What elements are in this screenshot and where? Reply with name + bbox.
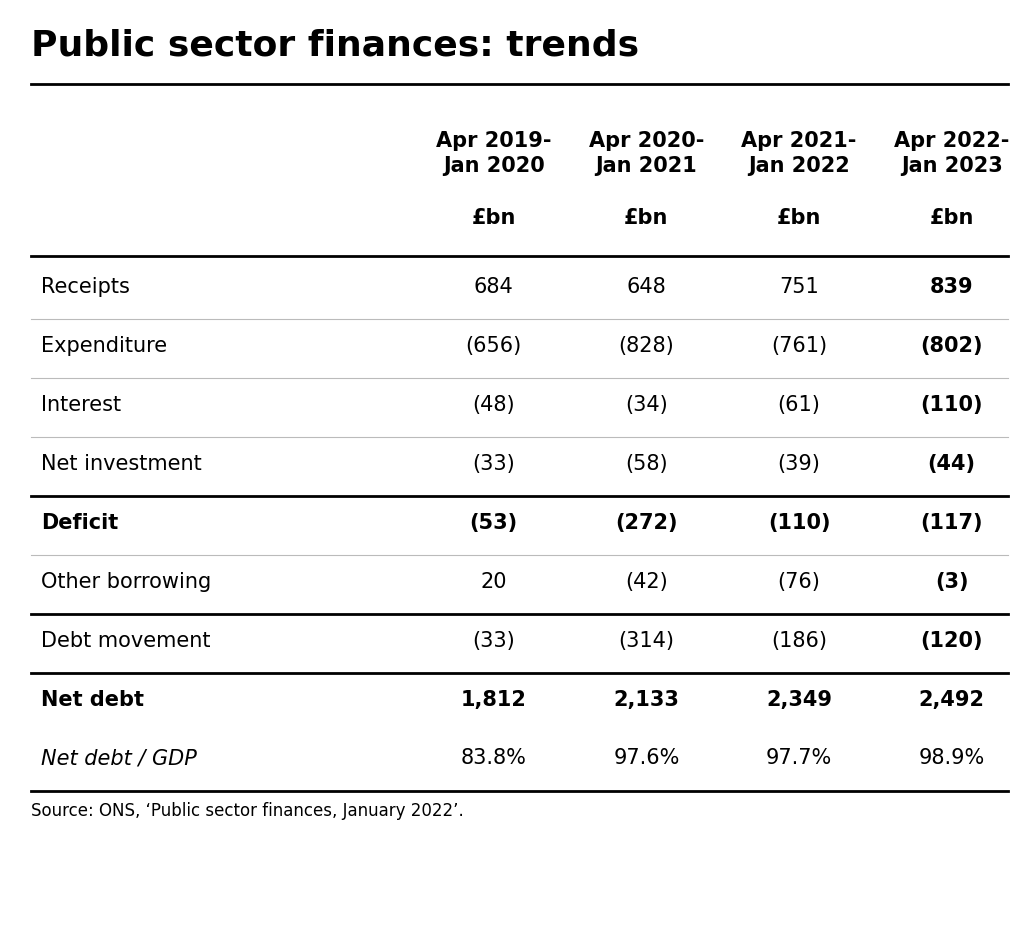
Text: 98.9%: 98.9% — [919, 749, 985, 768]
Text: (110): (110) — [768, 513, 830, 533]
Text: £bn: £bn — [471, 208, 516, 227]
Text: (33): (33) — [472, 631, 515, 651]
Text: (117): (117) — [921, 513, 983, 533]
Text: Apr 2021-
Jan 2022: Apr 2021- Jan 2022 — [741, 131, 857, 176]
Text: (120): (120) — [921, 631, 983, 651]
Text: (76): (76) — [777, 572, 820, 592]
Text: Deficit: Deficit — [41, 513, 118, 533]
Text: (110): (110) — [921, 395, 983, 415]
Text: 97.7%: 97.7% — [766, 749, 833, 768]
Text: Receipts: Receipts — [41, 277, 130, 297]
Text: Net debt: Net debt — [41, 690, 143, 709]
Text: (42): (42) — [625, 572, 668, 592]
Text: (44): (44) — [928, 454, 976, 474]
Text: Interest: Interest — [41, 395, 121, 415]
Text: 97.6%: 97.6% — [613, 749, 680, 768]
Text: Apr 2020-
Jan 2021: Apr 2020- Jan 2021 — [589, 131, 705, 176]
Text: (802): (802) — [921, 336, 983, 356]
Text: Public sector finances: trends: Public sector finances: trends — [31, 28, 639, 62]
Text: 1,812: 1,812 — [461, 690, 526, 709]
Text: 684: 684 — [474, 277, 514, 297]
Text: Net debt / GDP: Net debt / GDP — [41, 749, 197, 768]
Text: 83.8%: 83.8% — [461, 749, 526, 768]
Text: Debt movement: Debt movement — [41, 631, 210, 651]
Text: Expenditure: Expenditure — [41, 336, 167, 356]
Text: (48): (48) — [472, 395, 515, 415]
Text: Source: ONS, ‘Public sector finances, January 2022’.: Source: ONS, ‘Public sector finances, Ja… — [31, 802, 463, 820]
Text: (53): (53) — [470, 513, 518, 533]
Text: 648: 648 — [627, 277, 667, 297]
Text: Apr 2022-
Jan 2023: Apr 2022- Jan 2023 — [894, 131, 1010, 176]
Text: (39): (39) — [777, 454, 820, 474]
Text: 2,133: 2,133 — [613, 690, 679, 709]
Text: £bn: £bn — [777, 208, 821, 227]
Text: (34): (34) — [625, 395, 668, 415]
Text: £bn: £bn — [625, 208, 669, 227]
Text: (3): (3) — [935, 572, 969, 592]
Text: (656): (656) — [466, 336, 522, 356]
Text: (828): (828) — [618, 336, 674, 356]
Text: (186): (186) — [771, 631, 827, 651]
Text: (61): (61) — [777, 395, 820, 415]
Text: Apr 2019-
Jan 2020: Apr 2019- Jan 2020 — [436, 131, 552, 176]
Text: (314): (314) — [618, 631, 675, 651]
Text: (272): (272) — [615, 513, 678, 533]
Text: 20: 20 — [480, 572, 507, 592]
Text: (58): (58) — [625, 454, 668, 474]
Text: £bn: £bn — [930, 208, 974, 227]
Text: 2,349: 2,349 — [766, 690, 833, 709]
Text: Net investment: Net investment — [41, 454, 202, 474]
Text: 2,492: 2,492 — [919, 690, 985, 709]
Text: 751: 751 — [779, 277, 819, 297]
Text: Other borrowing: Other borrowing — [41, 572, 211, 592]
Text: (761): (761) — [771, 336, 827, 356]
Text: (33): (33) — [472, 454, 515, 474]
Text: 839: 839 — [930, 277, 974, 297]
